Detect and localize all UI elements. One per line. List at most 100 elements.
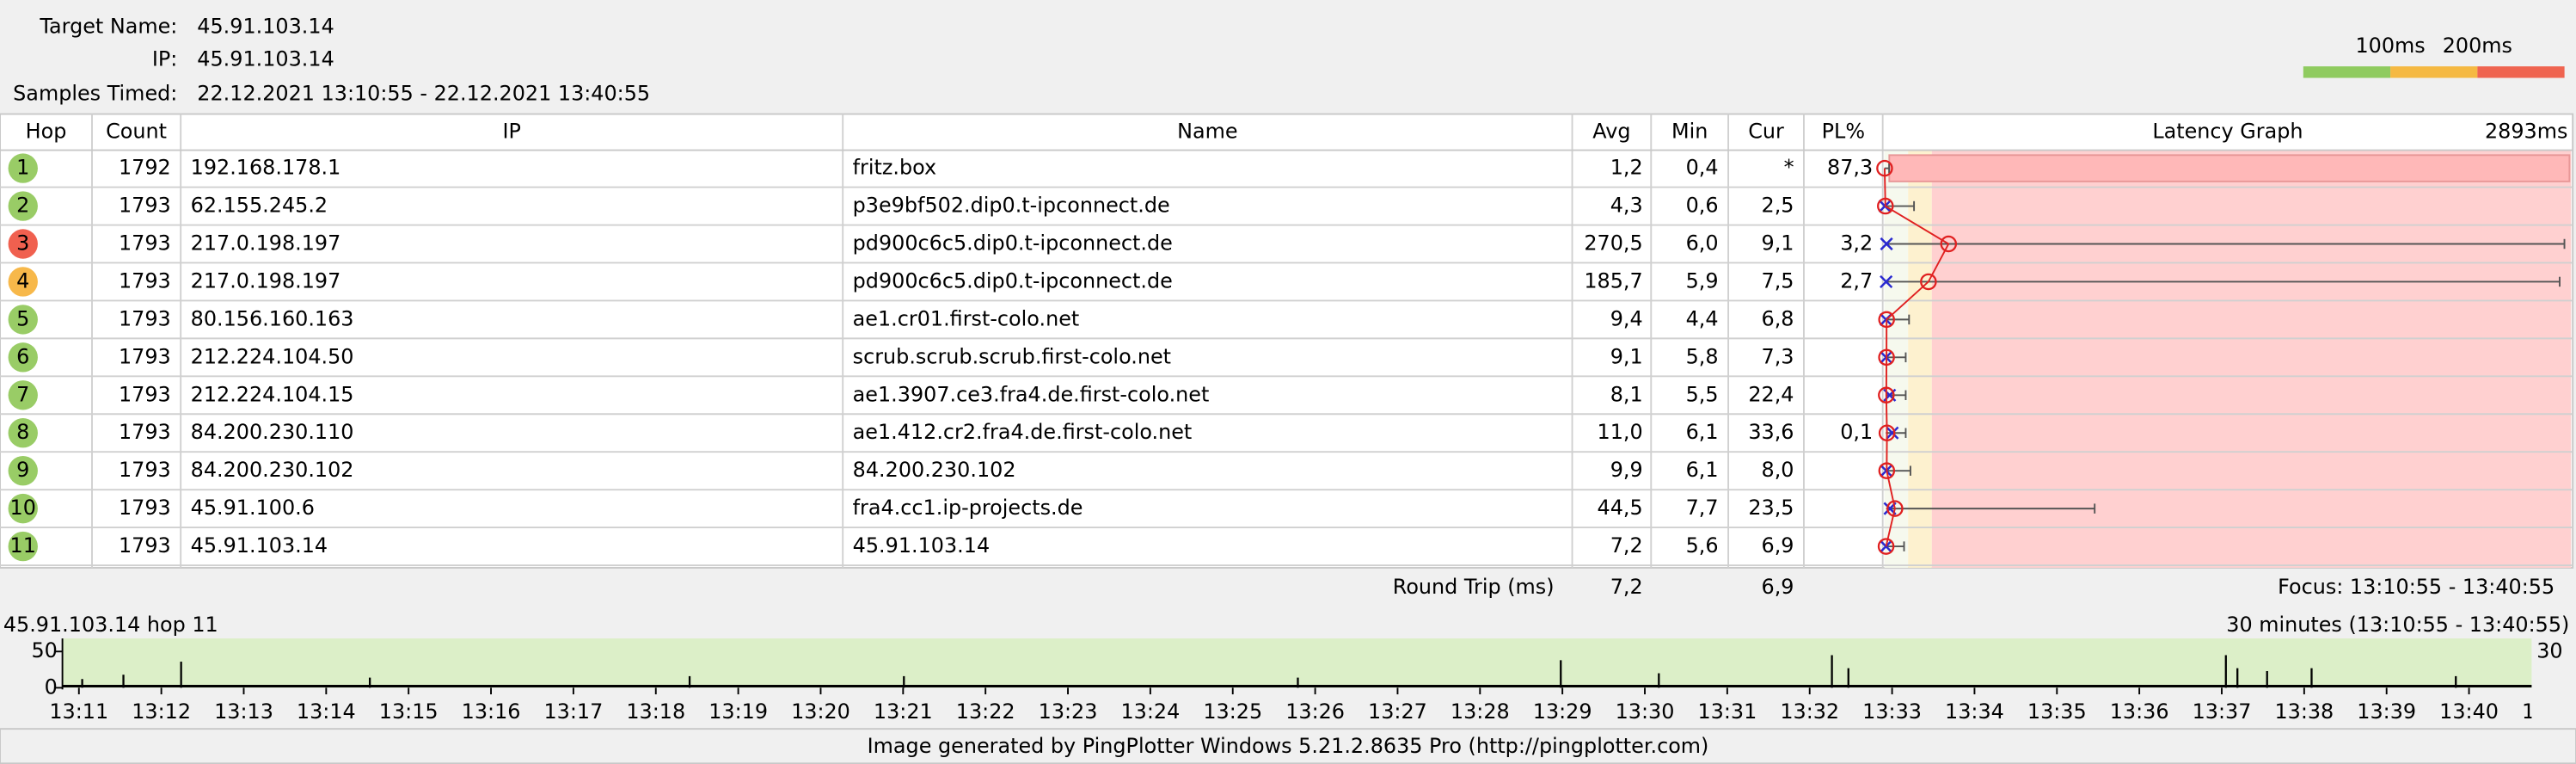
avg: 270,5: [1584, 231, 1642, 255]
content: Target Name: 45.91.103.14 IP: 45.91.103.14 S…: [0, 14, 2573, 758]
hop-number: 10: [10, 496, 36, 520]
hop-badge: [8, 267, 38, 297]
host-name: ae1.3907.ce3.fra4.de.first-colo.net: [853, 382, 1210, 406]
x-tick-label: 13:35: [2027, 699, 2087, 724]
hop-number: 6: [16, 344, 29, 368]
x-tick-label: 13:27: [1368, 699, 1427, 724]
avg: 44,5: [1598, 496, 1643, 520]
cur: 6,8: [1762, 306, 1794, 330]
avg-marker: [1878, 424, 1896, 441]
x-tick-label: 13:29: [1533, 699, 1592, 724]
hop-badge: [8, 455, 38, 486]
hop-badge: [8, 531, 38, 562]
host-name: fra4.cc1.ip-projects.de: [853, 496, 1083, 520]
cur: 23,5: [1748, 496, 1794, 520]
count: 1793: [119, 420, 171, 444]
legend-swatch: [2303, 66, 2391, 78]
avg: 9,4: [1610, 306, 1643, 330]
host-name: 84.200.230.102: [853, 458, 1016, 482]
x-tick-label: 13:28: [1451, 699, 1510, 724]
cur: 7,3: [1762, 344, 1794, 368]
hop-badge: [8, 191, 38, 221]
hop-number: 4: [16, 268, 29, 293]
count: 1793: [119, 496, 171, 520]
avg-marker: [1940, 235, 1958, 253]
avg-marker: [1920, 273, 1937, 291]
min: 5,6: [1686, 533, 1719, 558]
min: 6,0: [1686, 231, 1719, 255]
legend-label: 100ms: [2355, 34, 2425, 58]
x-tick-label: 13:21: [874, 699, 933, 724]
count: 1793: [119, 268, 171, 293]
round-trip-cur: 6,9: [1762, 575, 1794, 599]
legend-swatch: [2390, 66, 2478, 78]
min: 6,1: [1686, 458, 1719, 482]
latency-band: [1908, 150, 1932, 568]
ip: 45.91.100.6: [191, 496, 315, 520]
label: IP:: [152, 47, 177, 71]
x-tick-label: 13:36: [2110, 699, 2169, 724]
column-header: Count: [106, 120, 167, 144]
cur: 8,0: [1762, 458, 1794, 482]
cur: 9,1: [1762, 231, 1794, 255]
y-tick-label: 0: [45, 675, 58, 699]
ip: 217.0.198.197: [191, 268, 341, 293]
avg-marker: [1878, 462, 1896, 479]
min: 6,1: [1686, 420, 1719, 444]
x-tick-label: 13:20: [791, 699, 850, 724]
legend-label: 200ms: [2443, 34, 2512, 58]
count: 1793: [119, 306, 171, 330]
column-header: IP: [502, 120, 520, 144]
packet-loss: 0,1: [1840, 420, 1873, 444]
count: 1793: [119, 382, 171, 406]
host-name: pd900c6c5.dip0.t-ipconnect.de: [853, 268, 1173, 293]
column-header: Min: [1671, 120, 1708, 144]
count: 1793: [119, 194, 171, 218]
timeline-label: 45.91.103.14 hop 11: [3, 613, 218, 637]
x-tick-label: 13:14: [297, 699, 356, 724]
y-tick-label: 50: [31, 638, 57, 662]
graph-max-label: 2893ms: [2485, 120, 2567, 144]
ip: 84.200.230.102: [191, 458, 354, 482]
count: 1793: [119, 533, 171, 558]
host-name: pd900c6c5.dip0.t-ipconnect.de: [853, 231, 1173, 255]
host-name: ae1.412.cr2.fra4.de.first-colo.net: [853, 420, 1193, 444]
avg-marker: [1886, 500, 1904, 517]
x-tick-label: 13:17: [543, 699, 603, 724]
min: 5,5: [1686, 382, 1719, 406]
hop-badge: [8, 418, 38, 448]
hop-badge: [8, 153, 38, 183]
x-tick-label: 13:13: [214, 699, 273, 724]
label: Target Name:: [39, 14, 177, 38]
cur: 6,9: [1762, 533, 1794, 558]
avg: 9,1: [1610, 344, 1643, 368]
x-tick-label: 13:33: [1862, 699, 1922, 724]
column-header: Name: [1177, 120, 1237, 144]
hop-number: 7: [16, 382, 29, 406]
avg: 7,2: [1610, 533, 1643, 558]
avg-marker: [1878, 386, 1895, 404]
ip: 45.91.103.14: [191, 533, 328, 558]
cur: 2,5: [1762, 194, 1794, 218]
host-name: 45.91.103.14: [853, 533, 990, 558]
column-header: PL%: [1822, 120, 1865, 144]
current-marker: [1886, 426, 1899, 440]
x-tick-label: 13:24: [1120, 699, 1180, 724]
host-name: p3e9bf502.dip0.t-ipconnect.de: [853, 194, 1170, 218]
min: 0,4: [1686, 156, 1719, 180]
ip: 80.156.160.163: [191, 306, 354, 330]
cur: *: [1784, 156, 1794, 180]
timeline-scale-label: 30: [2536, 638, 2562, 662]
legend-swatch: [2477, 66, 2565, 78]
x-tick-label: 13:23: [1039, 699, 1098, 724]
packet-loss: 2,7: [1840, 268, 1873, 293]
ip: 192.168.178.1: [191, 156, 341, 180]
avg: 4,3: [1610, 194, 1643, 218]
hop-number: 8: [16, 420, 29, 444]
count: 1793: [119, 458, 171, 482]
avg: 8,1: [1610, 382, 1643, 406]
avg-line: [1883, 168, 1950, 547]
current-marker: [1879, 539, 1893, 553]
host-name: ae1.cr01.first-colo.net: [853, 306, 1080, 330]
packet-loss-highlight: [1888, 154, 2571, 182]
